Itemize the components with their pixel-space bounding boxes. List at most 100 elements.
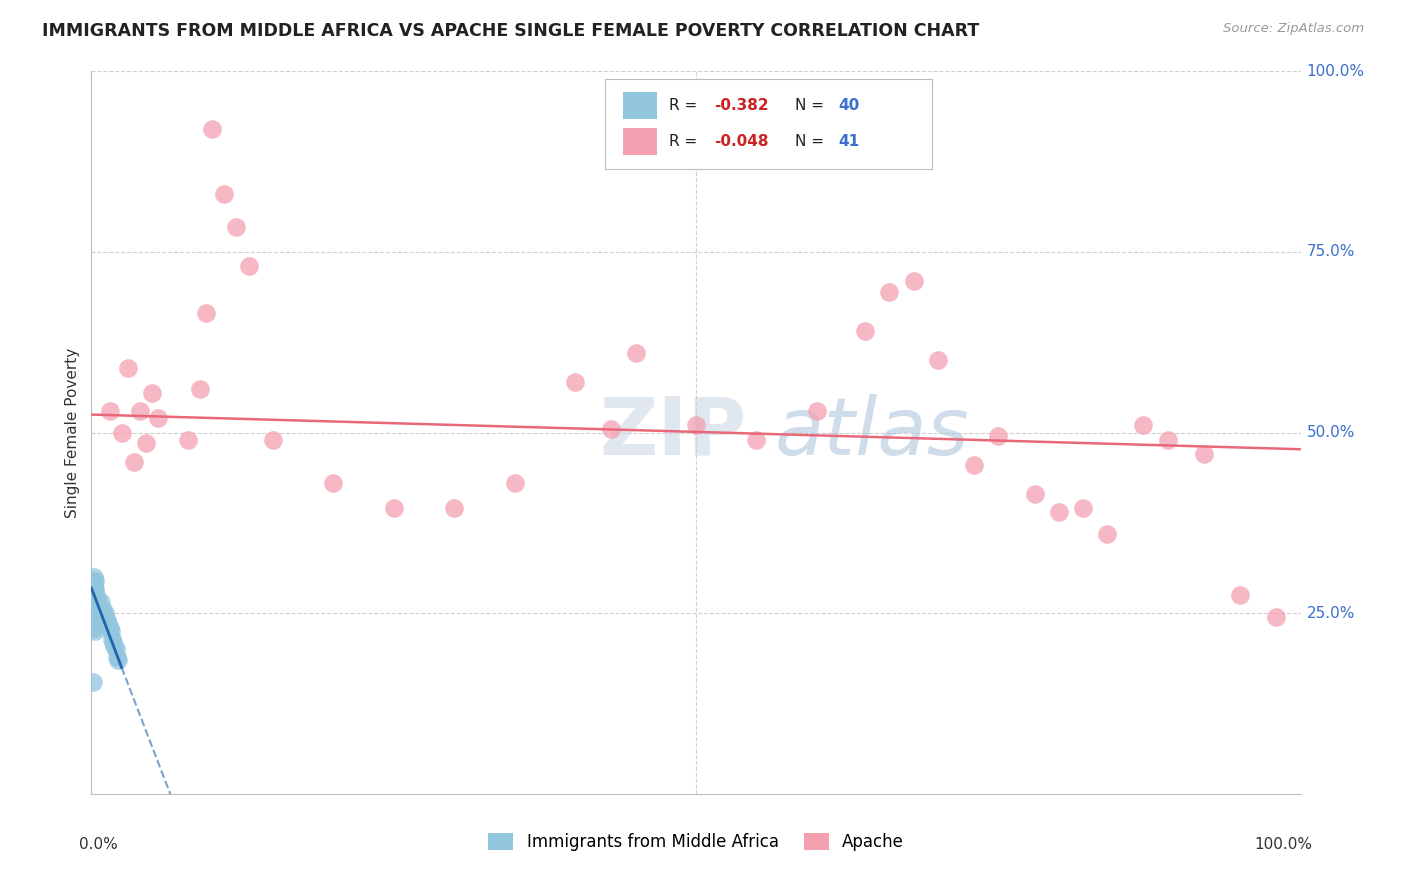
Point — [322, 476, 344, 491]
Point — [101, 635, 124, 649]
Point — [111, 425, 132, 440]
Text: 0.0%: 0.0% — [79, 838, 118, 852]
Point — [1095, 526, 1118, 541]
Point — [987, 429, 1010, 443]
Point — [93, 602, 115, 616]
Point — [745, 433, 768, 447]
Y-axis label: Single Female Poverty: Single Female Poverty — [65, 348, 80, 517]
Text: N =: N = — [796, 134, 830, 149]
Point — [503, 476, 526, 491]
Point — [90, 595, 112, 609]
Text: IMMIGRANTS FROM MIDDLE AFRICA VS APACHE SINGLE FEMALE POVERTY CORRELATION CHART: IMMIGRANTS FROM MIDDLE AFRICA VS APACHE … — [42, 22, 980, 40]
Point — [84, 588, 107, 602]
Point — [97, 617, 120, 632]
Point — [83, 621, 105, 635]
Point — [879, 285, 901, 299]
Point — [382, 501, 405, 516]
Point — [93, 607, 115, 621]
Point — [101, 632, 124, 646]
Point — [903, 274, 925, 288]
Text: 75.0%: 75.0% — [1306, 244, 1355, 260]
Point — [600, 422, 623, 436]
Text: N =: N = — [796, 98, 830, 112]
Point — [117, 360, 139, 375]
Point — [87, 602, 110, 616]
Point — [177, 433, 200, 447]
Point — [443, 501, 465, 516]
Point — [87, 599, 110, 613]
Point — [122, 454, 145, 468]
Point — [83, 574, 105, 588]
Point — [1047, 505, 1070, 519]
Point — [91, 610, 114, 624]
Point — [94, 614, 117, 628]
Point — [1071, 501, 1094, 516]
Point — [84, 593, 107, 607]
Point — [195, 306, 218, 320]
Point — [1132, 418, 1154, 433]
FancyBboxPatch shape — [623, 92, 657, 119]
Point — [98, 621, 121, 635]
Point — [103, 639, 125, 653]
Point — [1229, 588, 1251, 602]
Point — [82, 600, 104, 615]
Point — [84, 574, 107, 588]
Point — [82, 591, 104, 606]
Point — [98, 404, 121, 418]
Text: R =: R = — [669, 98, 703, 112]
Point — [188, 382, 211, 396]
Point — [225, 219, 247, 234]
Point — [685, 418, 707, 433]
Point — [624, 346, 647, 360]
Text: ZIP: ZIP — [599, 393, 747, 472]
Point — [806, 404, 828, 418]
Point — [214, 187, 236, 202]
Point — [262, 433, 284, 447]
FancyBboxPatch shape — [605, 78, 932, 169]
Point — [1156, 433, 1178, 447]
Point — [83, 605, 105, 619]
Point — [201, 122, 224, 136]
Point — [84, 624, 107, 639]
Point — [86, 599, 108, 613]
Text: R =: R = — [669, 134, 703, 149]
Point — [1265, 610, 1288, 624]
Text: 50.0%: 50.0% — [1306, 425, 1355, 440]
Text: 40: 40 — [838, 98, 860, 112]
Point — [853, 325, 876, 339]
Point — [135, 436, 157, 450]
Text: -0.048: -0.048 — [714, 134, 769, 149]
Point — [83, 570, 105, 584]
FancyBboxPatch shape — [623, 128, 657, 155]
Point — [84, 581, 107, 595]
Point — [1192, 447, 1215, 461]
Point — [89, 607, 111, 622]
Point — [82, 595, 104, 609]
Text: 100.0%: 100.0% — [1306, 64, 1365, 78]
Point — [238, 260, 260, 274]
Point — [96, 614, 118, 628]
Point — [83, 577, 105, 591]
Point — [128, 404, 150, 418]
Point — [84, 584, 107, 599]
Point — [82, 614, 104, 628]
Text: 100.0%: 100.0% — [1254, 838, 1313, 852]
Text: 25.0%: 25.0% — [1306, 606, 1355, 621]
Point — [1024, 487, 1046, 501]
Text: atlas: atlas — [775, 393, 969, 472]
Point — [105, 649, 128, 664]
Point — [104, 642, 127, 657]
Point — [82, 610, 104, 624]
Point — [100, 624, 122, 639]
Point — [107, 653, 129, 667]
Point — [86, 602, 108, 616]
Point — [146, 411, 169, 425]
Text: 41: 41 — [838, 134, 860, 149]
Point — [141, 385, 163, 400]
Point — [963, 458, 986, 472]
Point — [89, 607, 111, 621]
Text: -0.382: -0.382 — [714, 98, 769, 112]
Text: Source: ZipAtlas.com: Source: ZipAtlas.com — [1223, 22, 1364, 36]
Point — [927, 353, 949, 368]
Point — [564, 375, 586, 389]
